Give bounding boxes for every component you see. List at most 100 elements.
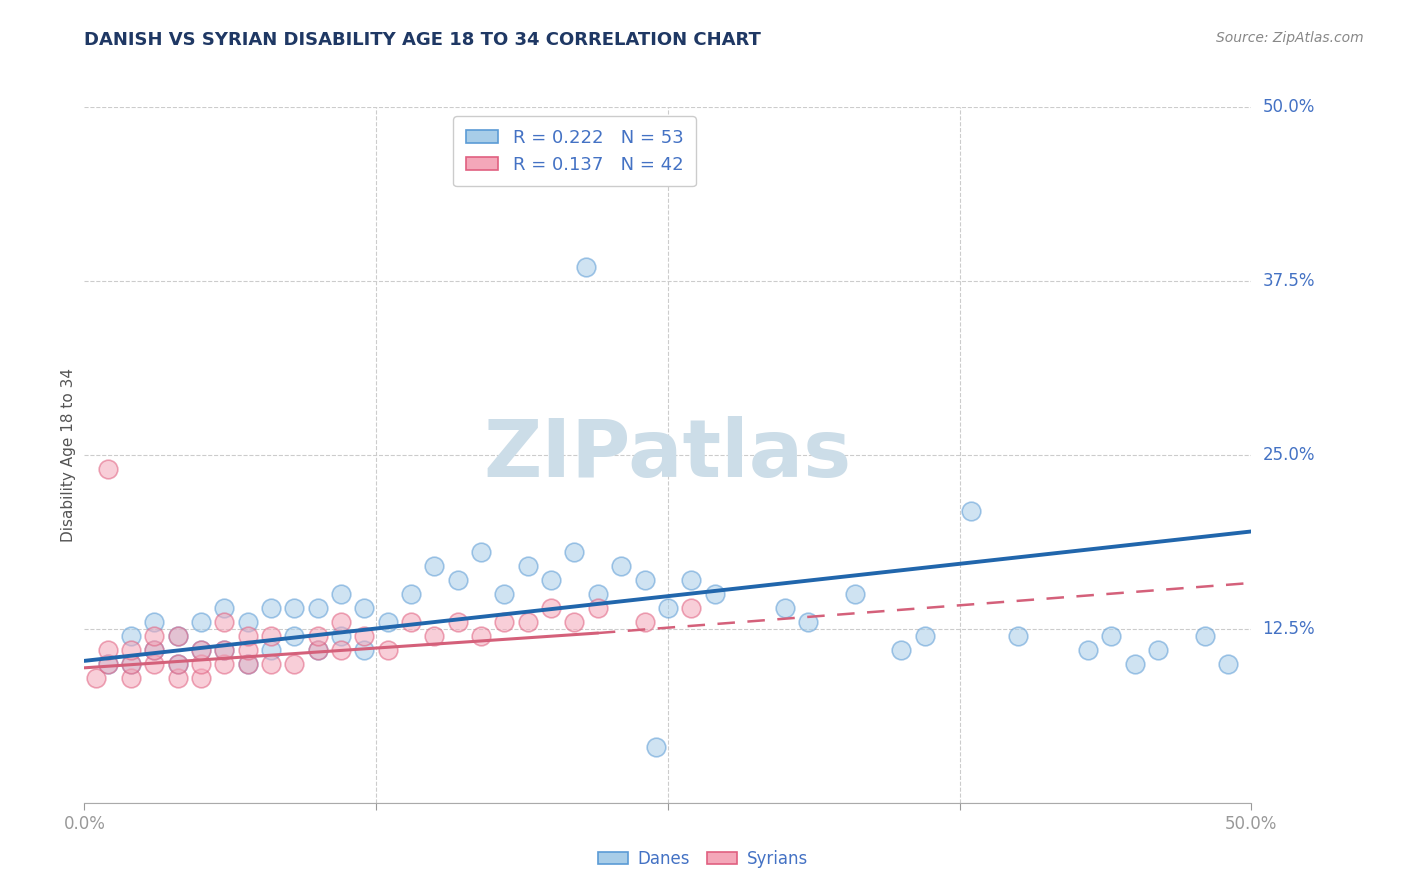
Point [1099,629,1122,643]
Point [307,642,329,657]
Point [166,629,188,643]
Point [914,629,936,643]
Point [575,260,598,274]
Point [564,615,586,629]
Point [120,642,142,657]
Point [307,642,329,657]
Point [633,573,655,587]
Point [960,503,983,517]
Point [166,657,188,671]
Text: 25.0%: 25.0% [1263,446,1315,464]
Point [236,615,259,629]
Text: 12.5%: 12.5% [1263,620,1315,638]
Point [143,629,166,643]
Point [166,671,188,685]
Text: 37.5%: 37.5% [1263,272,1315,290]
Text: 50.0%: 50.0% [1263,98,1315,116]
Point [330,629,353,643]
Point [657,601,679,615]
Point [214,642,236,657]
Point [166,657,188,671]
Point [494,587,516,601]
Point [97,657,120,671]
Point [703,587,725,601]
Point [120,671,142,685]
Point [283,601,305,615]
Point [399,615,422,629]
Point [797,615,820,629]
Point [190,671,212,685]
Point [236,657,259,671]
Legend: R = 0.222   N = 53, R = 0.137   N = 42: R = 0.222 N = 53, R = 0.137 N = 42 [453,116,696,186]
Point [423,559,446,574]
Point [470,545,492,559]
Point [190,657,212,671]
Point [399,587,422,601]
Point [166,629,188,643]
Point [307,629,329,643]
Point [1077,642,1099,657]
Point [120,657,142,671]
Point [190,615,212,629]
Point [283,629,305,643]
Point [236,629,259,643]
Point [97,657,120,671]
Point [564,545,586,559]
Point [1147,642,1170,657]
Point [190,642,212,657]
Point [260,642,283,657]
Point [190,642,212,657]
Point [586,601,609,615]
Point [307,601,329,615]
Point [516,559,538,574]
Point [214,615,236,629]
Point [330,587,353,601]
Point [97,642,120,657]
Point [773,601,796,615]
Point [447,573,470,587]
Point [681,573,703,587]
Point [236,657,259,671]
Point [120,629,142,643]
Point [681,601,703,615]
Point [143,657,166,671]
Point [1007,629,1029,643]
Point [353,642,375,657]
Point [260,601,283,615]
Point [844,587,866,601]
Text: Source: ZipAtlas.com: Source: ZipAtlas.com [1216,31,1364,45]
Point [330,642,353,657]
Text: ZIPatlas: ZIPatlas [484,416,852,494]
Point [214,657,236,671]
Point [1123,657,1146,671]
Point [890,642,912,657]
Point [377,642,399,657]
Point [447,615,470,629]
Point [260,629,283,643]
Point [377,615,399,629]
Point [283,657,305,671]
Point [214,601,236,615]
Point [645,740,668,755]
Point [120,657,142,671]
Point [610,559,633,574]
Point [236,642,259,657]
Point [97,462,120,476]
Point [330,615,353,629]
Point [494,615,516,629]
Point [633,615,655,629]
Point [84,671,107,685]
Point [516,615,538,629]
Point [586,587,609,601]
Point [143,615,166,629]
Point [143,642,166,657]
Point [214,642,236,657]
Y-axis label: Disability Age 18 to 34: Disability Age 18 to 34 [60,368,76,542]
Point [470,629,492,643]
Point [423,629,446,643]
Point [353,629,375,643]
Text: DANISH VS SYRIAN DISABILITY AGE 18 TO 34 CORRELATION CHART: DANISH VS SYRIAN DISABILITY AGE 18 TO 34… [84,31,761,49]
Point [1216,657,1239,671]
Point [540,573,562,587]
Legend: Danes, Syrians: Danes, Syrians [591,844,815,875]
